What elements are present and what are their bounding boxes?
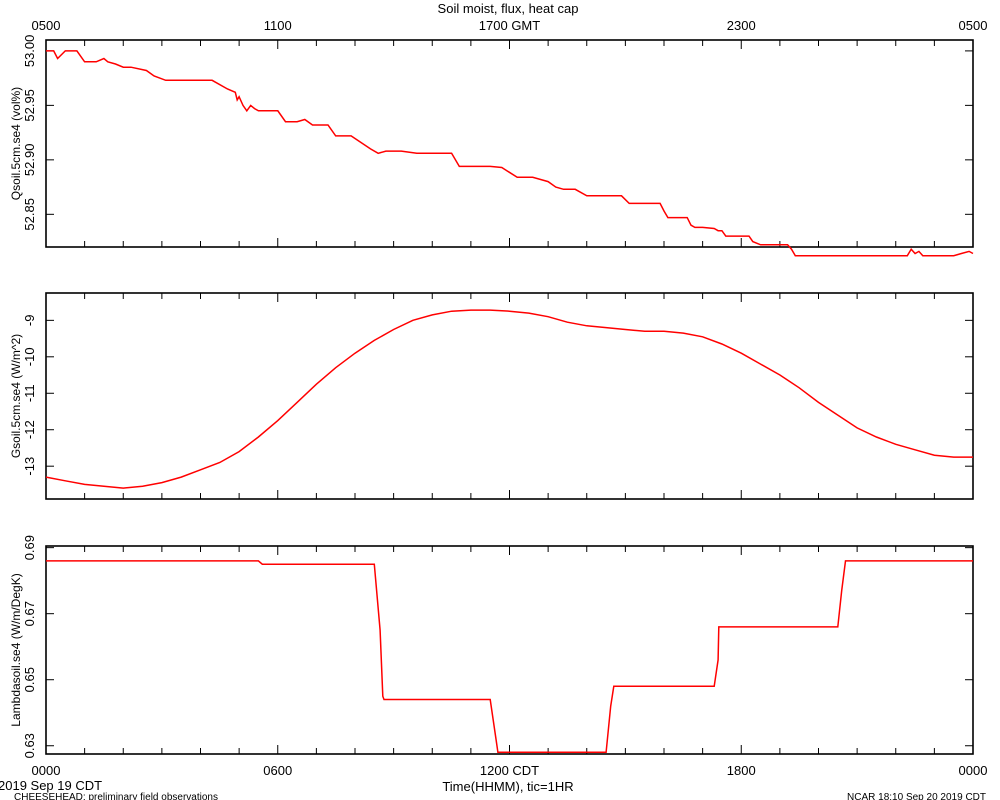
bottom-time-axis: 0000 0600 1200 CDT 1800 0000: [32, 763, 988, 778]
y-tick-label: 52.90: [22, 144, 37, 177]
series-line: [46, 50, 974, 257]
series-line: [46, 560, 973, 754]
bottom-tick-label: 0000: [32, 763, 61, 778]
top-time-axis: 0500 1100 1700 GMT 2300 0500: [32, 18, 988, 33]
x-axis-label: Time(HHMM), tic=1HR: [442, 779, 573, 794]
footer-stamp: NCAR 18:10 Sep 20 2019 CDT: [847, 792, 986, 800]
plot-frame: [45, 292, 974, 500]
y-tick-label: -10: [22, 347, 37, 366]
y-tick-label: 0.67: [22, 601, 37, 626]
footer-date: 2019 Sep 19 CDT: [0, 778, 102, 793]
y-tick-label: 52.85: [22, 198, 37, 231]
y-tick-label: 53.00: [22, 35, 37, 68]
y-tick-label: -13: [22, 457, 37, 476]
bottom-tick-label: 1200 CDT: [480, 763, 539, 778]
bottom-tick-label: 0000: [959, 763, 988, 778]
top-tick-label: 0500: [32, 18, 61, 33]
plot-frame: [45, 545, 974, 755]
plot-frame: [45, 39, 974, 248]
y-tick-label: 0.63: [22, 733, 37, 758]
soil-thermal-conductivity-panel: 0.69 0.67 0.65 0.63 Lambdasoil.se4 (W/m/DegK…: [9, 535, 974, 758]
top-tick-label: 0500: [959, 18, 988, 33]
figure-title: Soil moist, flux, heat cap: [438, 1, 579, 16]
y-axis-label: Gsoil.5cm.se4 (W/m^2): [9, 334, 23, 458]
top-tick-label: 1700 GMT: [479, 18, 540, 33]
y-tick-label: -12: [22, 420, 37, 439]
footer-project: CHEESEHEAD: preliminary field observatio…: [14, 792, 218, 800]
top-tick-label: 1100: [264, 18, 292, 33]
y-tick-label: -9: [22, 315, 37, 327]
y-tick-label: 0.69: [22, 535, 37, 560]
series-line: [45, 309, 973, 489]
y-tick-label: 0.65: [22, 667, 37, 692]
bottom-tick-label: 1800: [727, 763, 756, 778]
y-axis-label: Lambdasoil.se4 (W/m/DegK): [9, 573, 23, 726]
bottom-tick-label: 0600: [263, 763, 292, 778]
y-tick-label: 52.95: [22, 89, 37, 122]
y-tick-label: -11: [22, 384, 37, 402]
y-axis-label: Qsoil.5cm.se4 (vol%): [9, 87, 23, 200]
top-tick-label: 2300: [727, 18, 756, 33]
